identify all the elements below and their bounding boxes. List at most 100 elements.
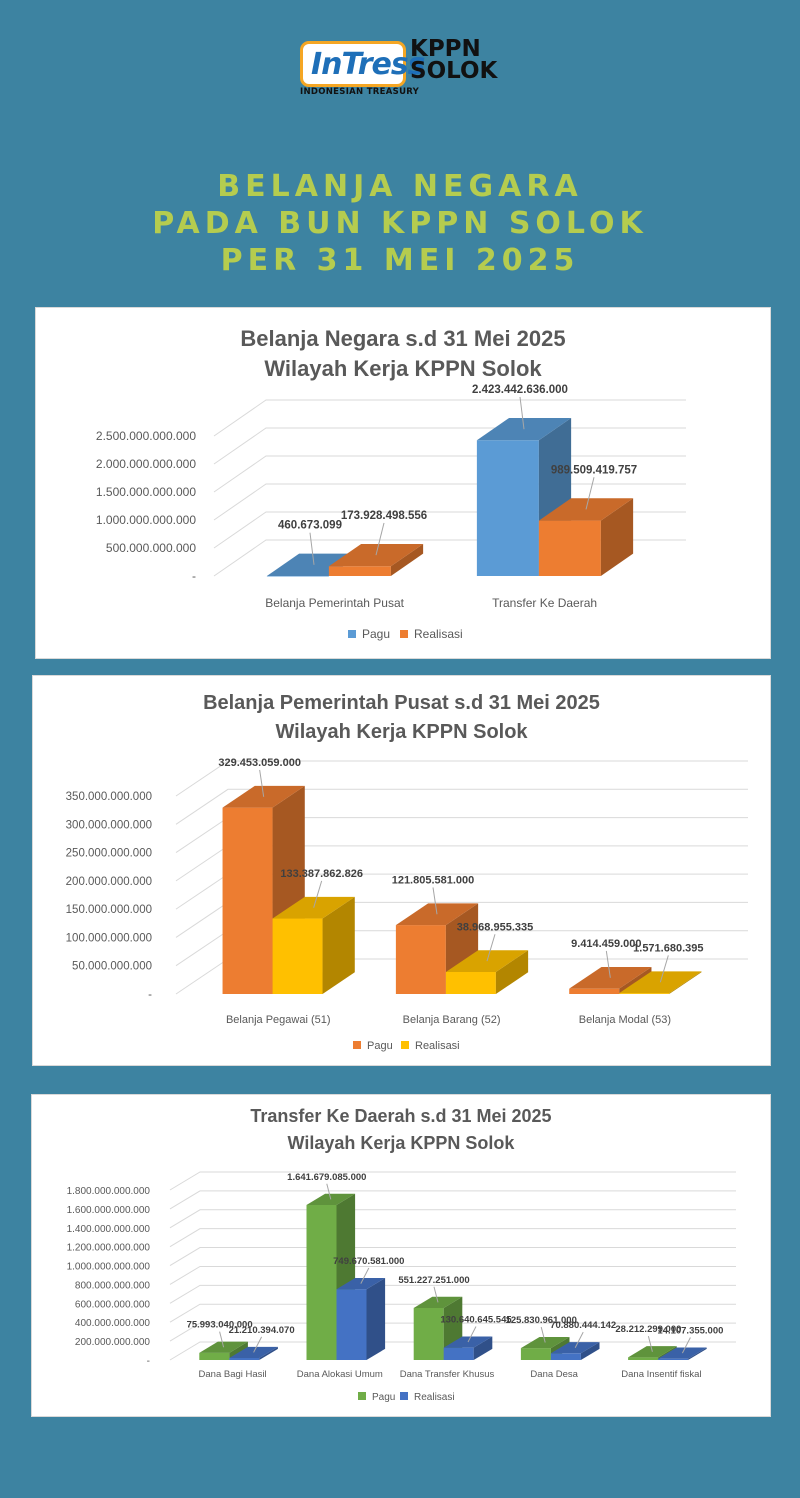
solok-text: SOLOK (410, 58, 498, 84)
data-label-leader (486, 934, 496, 962)
y-tick-label: 200.000.000.000 (66, 876, 152, 888)
bar-realisasi-dana-bagi-hasil-side (259, 1346, 278, 1360)
x-category-label: Dana Desa (530, 1369, 578, 1380)
chart-title: Transfer Ke Daerah s.d 31 Mei 2025 (250, 1106, 551, 1126)
y-tick-label: 150.000.000.000 (66, 904, 152, 916)
y-tick-label: 600.000.000.000 (75, 1299, 151, 1310)
kppn-solok-wordmark: KPPN SOLOK (410, 38, 498, 84)
belanja-negara-chart: Belanja Negara s.d 31 Mei 2025 Wilayah Ke… (96, 326, 686, 641)
bar-realisasi-dana-bagi-hasil-front (229, 1357, 260, 1360)
bar-realisasi-dana-transfer-khusus-front (443, 1347, 474, 1360)
intress-kppn-logo: InTress KPPN SOLOK INDONESIAN TREASURY (296, 38, 526, 100)
x-category-label: Transfer Ke Daerah (492, 596, 597, 610)
legend-swatch-realisasi (400, 630, 408, 638)
data-label-leader (585, 477, 595, 510)
y-tick-label: 1.400.000.000.000 (67, 1224, 151, 1235)
data-label-realisasi: 133.387.862.826 (280, 868, 363, 880)
belanja-negara-chart-panel: Belanja Negara s.d 31 Mei 2025 Wilayah Ke… (35, 307, 771, 659)
chart-title: Belanja Negara s.d 31 Mei 2025 (240, 326, 565, 351)
page-title: BELANJA NEGARA PADA BUN KPPN SOLOK PER 3… (0, 168, 800, 279)
bar-pagu-dana-desa-front (520, 1348, 551, 1360)
title-line-3: PER 31 MEI 2025 (220, 243, 580, 278)
bar-realisasi-dana-desa-front (550, 1353, 581, 1360)
transfer-ke-daerah-chart-panel: Transfer Ke Daerah s.d 31 Mei 2025 Wilaya… (31, 1094, 771, 1417)
bar-pagu-belanja-pegawai-51-front (222, 807, 273, 994)
data-label-leader (647, 1336, 653, 1352)
data-label-leader (360, 1267, 370, 1284)
bar-pagu-transfer-ke-daerah-front (476, 440, 539, 576)
data-label-realisasi: 1.571.680.395 (633, 942, 703, 954)
legend-label-realisasi: Realisasi (415, 1040, 460, 1052)
data-label-realisasi: 130.640.645.545 (440, 1315, 512, 1326)
bar-realisasi-transfer-ke-daerah-front (538, 520, 601, 576)
data-label-leader (313, 880, 323, 908)
bar-pagu-transfer-ke-daerah-top (476, 417, 572, 441)
bar-realisasi-belanja-barang-52-top (445, 950, 529, 972)
data-label-realisasi: 749.670.581.000 (333, 1256, 404, 1267)
legend-label-realisasi: Realisasi (414, 627, 463, 641)
data-label-leader (433, 1286, 439, 1303)
x-category-label: Belanja Pegawai (51) (226, 1014, 331, 1026)
y-tick-label: 250.000.000.000 (66, 848, 152, 860)
intress-wordmark: InTress (311, 47, 426, 82)
bar-realisasi-dana-alokasi-umum-side (366, 1278, 386, 1360)
y-tick-label: 300.000.000.000 (66, 819, 152, 831)
gridline (169, 1265, 736, 1285)
y-tick-label: 2.500.000.000.000 (96, 429, 196, 443)
bar-pagu-dana-bagi-hasil-top (199, 1341, 248, 1353)
data-label-leader (605, 950, 611, 978)
data-label-leader (259, 769, 265, 797)
y-tick-label: - (148, 989, 152, 1001)
data-label-leader (659, 955, 669, 983)
data-label-leader (326, 1183, 332, 1200)
y-tick-label: - (147, 1356, 150, 1367)
bar-realisasi-dana-desa-side (580, 1342, 600, 1360)
legend-label-pagu: Pagu (362, 627, 390, 641)
x-category-label: Dana Insentif fiskal (621, 1369, 701, 1380)
x-category-label: Belanja Modal (53) (579, 1014, 671, 1026)
data-label-pagu: 2.423.442.636.000 (472, 384, 568, 396)
y-tick-label: 1.200.000.000.000 (67, 1243, 151, 1254)
x-category-label: Dana Alokasi Umum (297, 1369, 383, 1380)
data-label-leader (467, 1326, 477, 1343)
bar-pagu-belanja-modal-53-side (619, 966, 652, 994)
data-label-realisasi: 14.107.355.000 (657, 1326, 723, 1337)
data-label-leader (253, 1336, 263, 1353)
data-label-pagu: 121.805.581.000 (392, 874, 475, 886)
data-label-pagu: 460.673.099 (278, 520, 342, 532)
bar-realisasi-belanja-pemerintah-pusat-front (328, 566, 391, 576)
bar-realisasi-belanja-pemerintah-pusat-side (390, 543, 424, 576)
y-tick-label: 500.000.000.000 (106, 541, 196, 555)
bar-pagu-belanja-pemerintah-pusat-front (266, 575, 329, 577)
legend-swatch-realisasi (400, 1392, 408, 1400)
bar-realisasi-dana-transfer-khusus-top (443, 1336, 493, 1348)
y-tick-label: 2.000.000.000.000 (96, 457, 196, 471)
data-label-realisasi: 989.509.419.757 (551, 464, 637, 476)
y-tick-label: 1.000.000.000.000 (96, 513, 196, 527)
y-tick-label: 200.000.000.000 (75, 1337, 151, 1348)
gridline (213, 399, 686, 437)
data-label-realisasi: 173.928.498.556 (341, 510, 427, 522)
bar-pagu-dana-insentif-fiskal-front (628, 1357, 659, 1360)
gridline (169, 1171, 736, 1191)
y-tick-label: 800.000.000.000 (75, 1280, 151, 1291)
gridline (175, 788, 748, 825)
gridline (169, 1303, 736, 1323)
bar-realisasi-dana-alokasi-umum-top (336, 1278, 386, 1290)
x-category-label: Dana Bagi Hasil (199, 1369, 267, 1380)
data-label-leader (681, 1337, 691, 1354)
data-label-leader (540, 1326, 546, 1343)
data-label-leader (309, 532, 315, 565)
y-tick-label: 400.000.000.000 (75, 1318, 151, 1329)
legend-label-pagu: Pagu (367, 1040, 393, 1052)
bar-realisasi-dana-transfer-khusus-side (473, 1336, 493, 1360)
data-label-pagu: 329.453.059.000 (218, 757, 301, 769)
data-label-pagu: 28.212.299.000 (615, 1324, 681, 1335)
bar-realisasi-belanja-pegawai-51-front (272, 918, 323, 994)
belanja-pemerintah-pusat-chart-panel: Belanja Pemerintah Pusat s.d 31 Mei 2025… (32, 675, 771, 1066)
gridline (169, 1322, 736, 1342)
title-line-2: PADA BUN KPPN SOLOK (152, 206, 648, 241)
gridline (213, 427, 686, 465)
y-tick-label: - (192, 569, 196, 583)
bar-pagu-dana-transfer-khusus-top (413, 1296, 463, 1308)
